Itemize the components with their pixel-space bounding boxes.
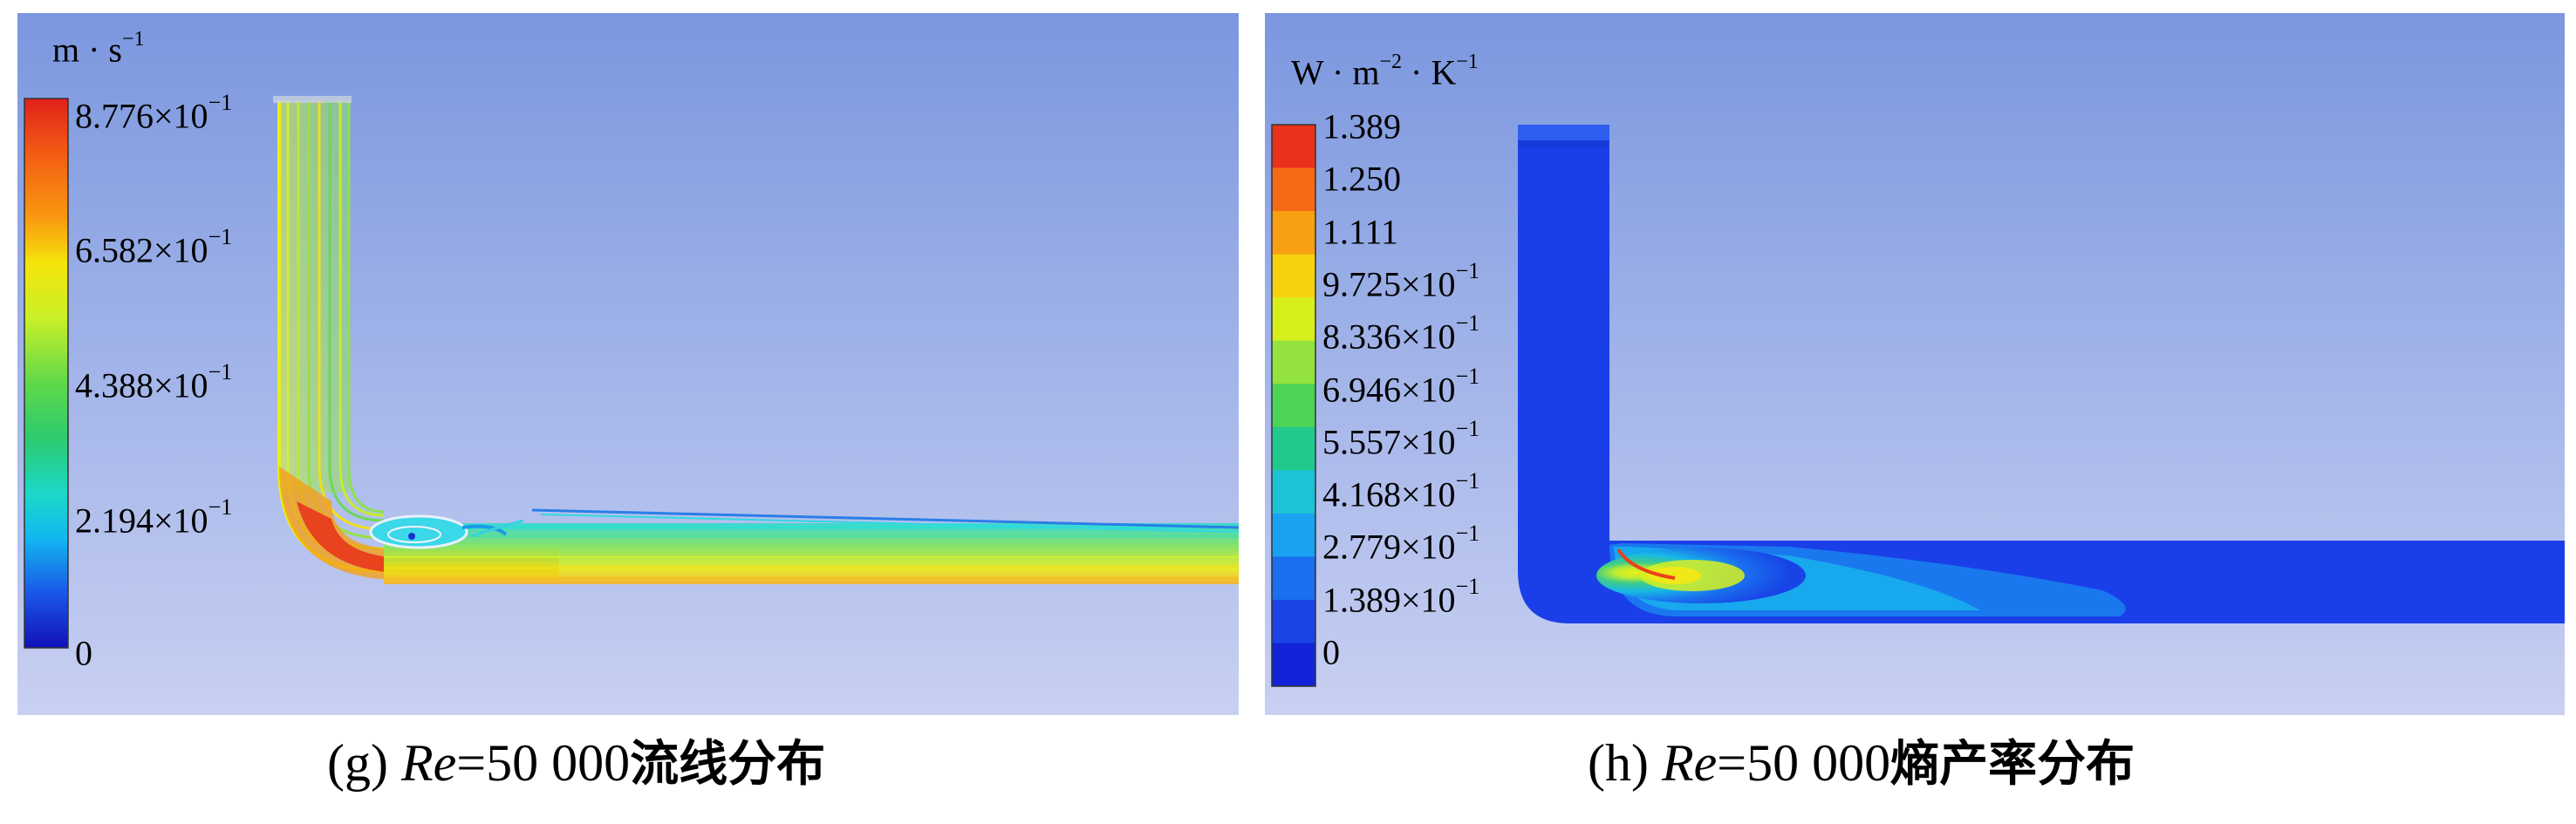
colorbar-h (1271, 124, 1316, 687)
panel-h-canvas (1265, 13, 2565, 715)
colorbar-g-tick: 4.388×10−1 (75, 359, 233, 405)
panel-g-background (17, 13, 1239, 715)
colorbar-h-step (1272, 599, 1315, 644)
panel-g-streamlines: m · s−1 8.776×10−1 6.582×10−1 4.388×10−1… (17, 13, 1239, 715)
colorbar-g-tick: 0 (75, 633, 92, 673)
colorbar-h-tick: 1.250 (1322, 159, 1401, 199)
colorbar-h-step (1272, 513, 1315, 557)
colorbar-h-tick: 9.725×10−1 (1322, 257, 1480, 304)
colorbar-h-tick: 6.946×10−1 (1322, 363, 1480, 409)
colorbar-h-step (1272, 426, 1315, 471)
colorbar-h-step (1272, 297, 1315, 342)
entropy-hotspot (1596, 543, 2126, 616)
colorbar-h-step (1272, 643, 1315, 687)
colorbar-h-border (1271, 124, 1316, 687)
colorbar-h-step (1272, 556, 1315, 601)
colorbar-h-tick: 0 (1322, 632, 1340, 672)
colorbar-g-tick: 8.776×10−1 (75, 90, 233, 136)
colorbar-g-unit: m · s−1 (52, 28, 145, 70)
panel-g-canvas (17, 13, 1239, 715)
colorbar-g-tick: 2.194×10−1 (75, 494, 233, 541)
colorbar-h-tick: 5.557×10−1 (1322, 415, 1480, 462)
streamlines-horizontal (384, 508, 1239, 584)
colorbar-h-unit: W · m−2 · K−1 (1291, 51, 1479, 92)
colorbar-h-step (1272, 125, 1315, 169)
colorbar-h-tick: 2.779×10−1 (1322, 521, 1480, 567)
colorbar-h-tick: 1.389 (1322, 106, 1401, 146)
caption-g: (g) Re=50 000流线分布 (327, 734, 826, 793)
colorbar-h-step (1272, 384, 1315, 428)
colorbar-h-tick: 8.336×10−1 (1322, 310, 1480, 357)
recirculation-vortex (369, 514, 524, 549)
colorbar-h-step (1272, 167, 1315, 212)
colorbar-g (24, 98, 69, 649)
colorbar-h-step (1272, 470, 1315, 514)
colorbar-h-tick: 1.389×10−1 (1322, 573, 1480, 620)
colorbar-h-step (1272, 340, 1315, 385)
streamlines-vertical (273, 96, 385, 573)
colorbar-h-step (1272, 254, 1315, 298)
caption-h: (h) Re=50 000熵产率分布 (1588, 734, 2135, 793)
colorbar-h-step (1272, 211, 1315, 255)
panel-h-entropy: W · m−2 · K−1 1.389 1.250 1.111 9.725×10−1 8… (1265, 13, 2565, 715)
colorbar-g-tick: 6.582×10−1 (75, 224, 233, 270)
colorbar-h-tick: 4.168×10−1 (1322, 468, 1480, 514)
colorbar-h-tick: 1.111 (1322, 211, 1399, 251)
